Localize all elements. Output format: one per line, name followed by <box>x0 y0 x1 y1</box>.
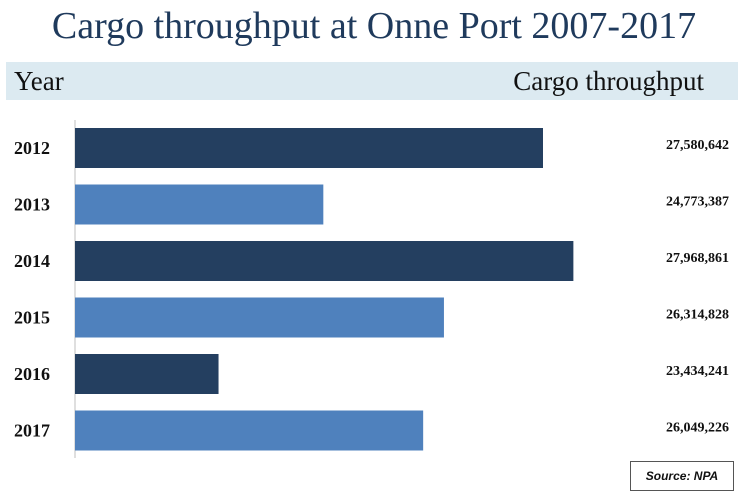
value-label-2014: 27,968,861 <box>666 251 729 266</box>
bar-2012 <box>75 128 543 168</box>
header-band: Year Cargo throughput <box>6 62 738 100</box>
category-label-2013: 2013 <box>14 195 50 215</box>
value-label-2016: 23,434,241 <box>666 364 729 379</box>
bar-2017 <box>75 410 424 451</box>
category-label-2014: 2014 <box>14 251 50 271</box>
value-label-2015: 26,314,828 <box>666 308 729 323</box>
value-label-2012: 27,580,642 <box>666 138 729 153</box>
bar-2013 <box>75 184 324 225</box>
x-axis-label: Cargo throughput <box>513 66 704 96</box>
chart-title: Cargo throughput at Onne Port 2007-2017 <box>51 5 697 47</box>
category-label-2012: 2012 <box>14 138 50 158</box>
y-axis-label: Year <box>14 66 64 96</box>
value-label-2017: 26,049,226 <box>666 421 729 436</box>
category-label-2016: 2016 <box>14 364 50 384</box>
bars-group: 2012 27,580,642 2013 24,773,387 2014 27,968,8… <box>14 128 729 451</box>
category-label-2015: 2015 <box>14 308 50 328</box>
bar-2015 <box>75 297 444 338</box>
bar-2016 <box>75 354 219 394</box>
category-label-2017: 2017 <box>14 421 50 441</box>
bar-2014 <box>75 241 574 281</box>
source-note: Source: NPA <box>630 461 734 491</box>
value-label-2013: 24,773,387 <box>666 195 729 210</box>
